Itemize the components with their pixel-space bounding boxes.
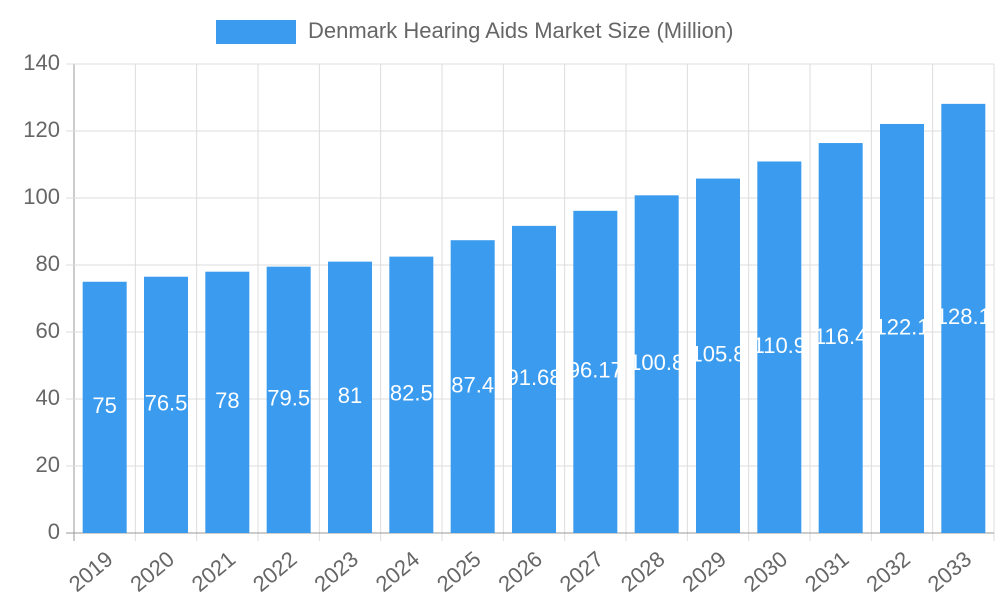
x-tick-label: 2026 [493,546,547,597]
value-label: 116.4 [814,324,867,349]
bar [144,276,188,533]
y-tick-label: 80 [36,251,60,276]
x-tick-label: 2031 [800,546,854,597]
value-label: 91.68 [506,365,561,390]
y-tick-label: 20 [36,452,60,477]
bar [328,261,372,533]
y-tick-label: 40 [36,385,60,410]
x-tick-label: 2029 [677,546,731,597]
value-label: 87.4 [451,372,494,397]
value-label: 110.9 [753,333,806,358]
legend-swatch [216,20,296,44]
bar [389,256,434,533]
x-tick-label: 2030 [739,546,793,597]
value-label: 76.5 [145,391,188,416]
bar [634,195,679,533]
y-tick-label: 120 [23,117,60,142]
value-label: 79.5 [267,386,310,411]
x-tick-label: 2023 [309,546,363,597]
x-tick-label: 2027 [555,546,609,597]
value-label: 122.1 [874,314,929,339]
value-label: 82.5 [390,381,433,406]
x-tick-label: 2021 [187,546,241,597]
y-tick-label: 140 [23,50,60,75]
x-tick-label: 2020 [125,546,179,597]
y-tick-label: 100 [23,184,60,209]
bar [512,225,556,533]
bar [573,210,618,533]
value-label: 105.8 [690,342,745,367]
bar [82,281,127,533]
bar [266,266,311,533]
bar [818,143,863,533]
value-label: 128.1 [936,304,991,329]
value-label: 81 [338,383,362,408]
bar [696,178,740,533]
value-label: 100.8 [629,350,684,375]
bar [757,161,802,534]
bar [941,103,986,534]
y-tick-label: 60 [36,318,60,343]
bar [205,271,250,533]
value-label: 96.17 [568,358,623,383]
bar [450,240,495,533]
x-tick-label: 2033 [923,546,977,597]
y-tick-label: 0 [48,519,60,544]
bar [880,123,924,533]
x-tick-label: 2019 [64,546,118,597]
legend-label: Denmark Hearing Aids Market Size (Millio… [308,18,733,43]
value-label: 75 [92,393,116,418]
x-tick-label: 2028 [616,546,670,597]
x-tick-label: 2022 [248,546,302,597]
x-tick-label: 2024 [371,546,425,597]
x-tick-label: 2032 [861,546,915,597]
x-tick-label: 2025 [432,546,486,597]
value-label: 78 [215,388,239,413]
